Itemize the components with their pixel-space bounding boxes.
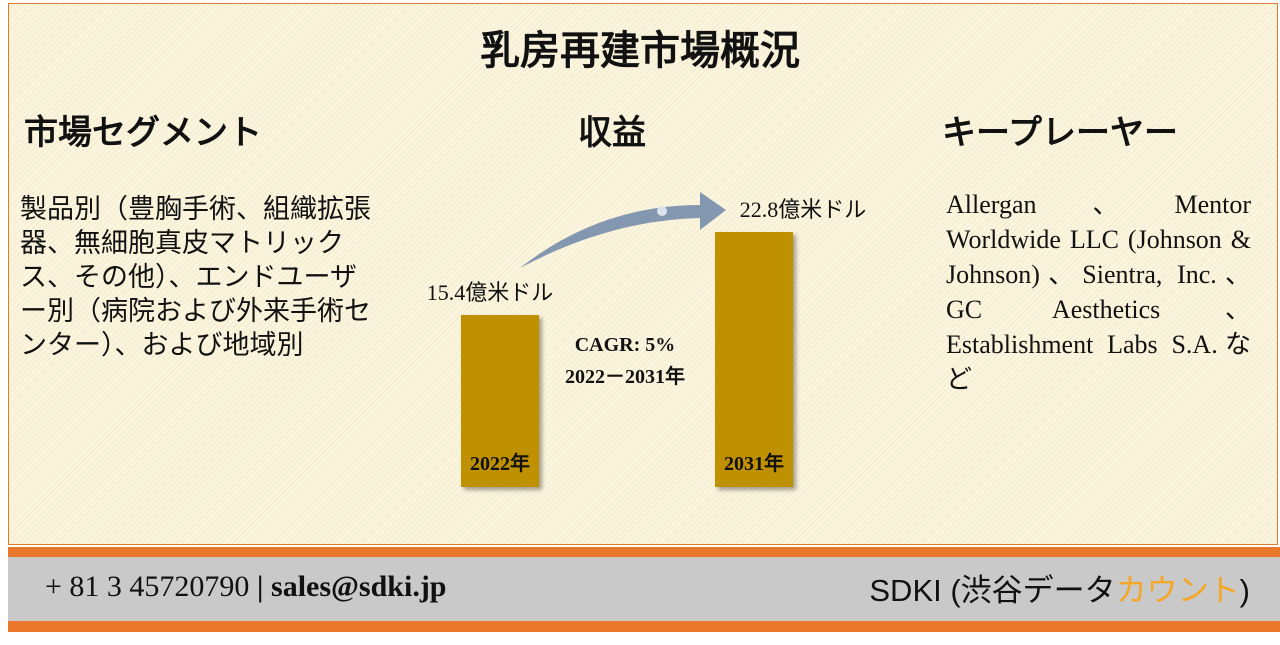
separator: | xyxy=(256,570,264,603)
brand-highlight: カウント xyxy=(1115,573,1240,608)
brand-suffix: ) xyxy=(1239,573,1250,608)
segment-heading: 市場セグメント xyxy=(24,115,262,152)
growth-arrow xyxy=(520,192,726,268)
segment-text: 製品別（豊胸手術、組織拡張器、無細胞真皮マトリックス、その他）、エンドユーザー別… xyxy=(20,194,371,360)
phone: + 81 3 45720790 xyxy=(45,570,250,603)
bar xyxy=(461,314,539,487)
arrow-dot xyxy=(657,206,667,216)
cagr: CAGR: 5% xyxy=(574,334,676,356)
band xyxy=(8,621,1280,632)
revenue-heading: 収益 xyxy=(578,115,646,152)
email: sales@sdki.jp xyxy=(271,570,447,603)
arrow xyxy=(520,192,726,268)
category-label: 2022年 xyxy=(470,453,530,475)
footer xyxy=(8,557,1280,621)
contact: + 81 3 45720790 | sales@sdki.jp xyxy=(45,570,447,604)
value-label: 22.8億米ドル xyxy=(739,196,867,222)
panel xyxy=(8,3,1278,545)
brand: SDKI (渋谷データカウント) xyxy=(869,565,1250,610)
bar xyxy=(715,231,793,487)
value-label: 15.4億米ドル xyxy=(426,279,554,305)
category-label: 2031年 xyxy=(724,453,784,475)
brand-prefix: SDKI (渋谷データ xyxy=(869,573,1116,608)
period: 2022－2031年 xyxy=(565,366,685,388)
band xyxy=(8,547,1280,557)
players-text: Allergan、Mentor Worldwide LLC (Johnson &… xyxy=(946,190,1251,394)
title: 乳房再建市場概況 xyxy=(480,28,800,73)
players-heading: キープレーヤー xyxy=(942,115,1178,152)
